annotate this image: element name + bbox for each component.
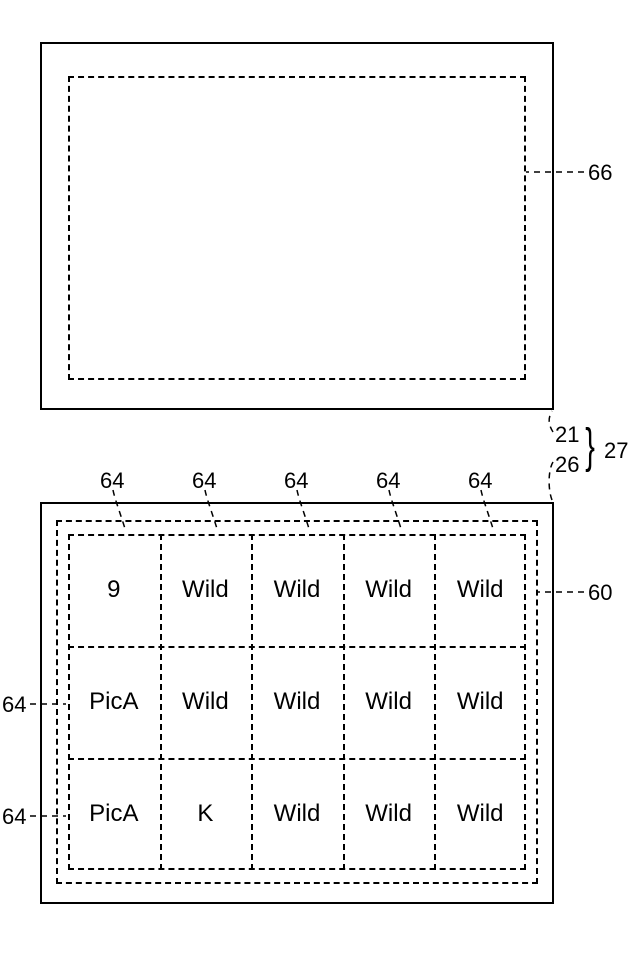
cell: Wild [365, 688, 412, 716]
ref-label: 64 [468, 468, 492, 494]
cell: PicA [89, 688, 138, 716]
grid-vline [434, 534, 436, 870]
cell: Wild [457, 576, 504, 604]
figure-canvas: 9 Wild Wild Wild Wild PicA Wild Wild Wil… [0, 0, 640, 956]
top-inner-rect [68, 76, 526, 380]
ref-label: 64 [284, 468, 308, 494]
grid-hline [68, 646, 526, 648]
ref-label: 26 [555, 452, 579, 478]
cell: Wild [457, 688, 504, 716]
grid-vline [160, 534, 162, 870]
ref-label: 27 [604, 438, 628, 464]
cell: PicA [89, 800, 138, 828]
cell: Wild [182, 688, 229, 716]
cell: Wild [457, 800, 504, 828]
ref-label: 64 [100, 468, 124, 494]
cell: Wild [274, 576, 321, 604]
ref-label: 21 [555, 422, 579, 448]
ref-label: 60 [588, 580, 612, 606]
ref-label: 64 [192, 468, 216, 494]
cell: Wild [365, 576, 412, 604]
cell: Wild [182, 576, 229, 604]
grid-vline [251, 534, 253, 870]
cell: 9 [107, 576, 120, 604]
grid-hline [68, 758, 526, 760]
brace-icon: } [585, 423, 595, 471]
cell: Wild [274, 800, 321, 828]
cell: Wild [365, 800, 412, 828]
ref-label: 64 [2, 804, 26, 830]
ref-label: 66 [588, 160, 612, 186]
grid-vline [343, 534, 345, 870]
ref-label: 64 [376, 468, 400, 494]
cell: Wild [274, 688, 321, 716]
ref-label: 64 [2, 692, 26, 718]
cell: K [197, 800, 213, 828]
